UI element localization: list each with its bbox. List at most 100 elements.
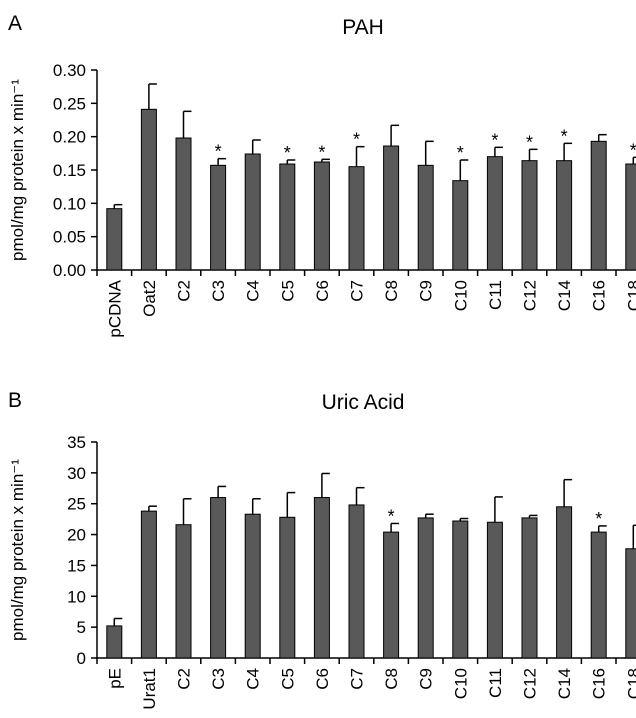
significance-marker: *	[561, 126, 568, 146]
chart-title-a: PAH	[342, 16, 384, 39]
bar	[106, 625, 123, 659]
x-tick-label: C18	[624, 280, 636, 311]
significance-marker: *	[318, 142, 325, 162]
y-tick-label: 0.15	[53, 161, 86, 180]
y-axis-label: pmol/mg protein x min⁻¹	[8, 79, 27, 261]
y-tick-label: 0.20	[53, 128, 86, 147]
x-tick-label: C11	[486, 668, 505, 698]
y-tick-label: 0	[77, 649, 86, 668]
significance-marker: *	[526, 132, 533, 152]
bar	[521, 160, 538, 271]
chart-panel-a: 0.00 0.05 0.10 0.15 0.20 0.25 0.30 pmol/mg prot…	[8, 12, 636, 338]
x-tick-label: C11	[486, 280, 505, 310]
bar	[556, 160, 573, 271]
significance-marker: *	[491, 130, 498, 150]
x-tick-label: C6	[313, 280, 332, 302]
x-tick-label: C9	[417, 668, 436, 690]
x-tick-label: C9	[417, 280, 436, 302]
x-tick-label: C7	[348, 280, 367, 302]
y-axis-label: pmol/mg protein x min⁻¹	[8, 459, 27, 641]
x-tick-label: pE	[105, 668, 124, 689]
significance-marker: *	[215, 142, 222, 162]
x-tick-label: C10	[451, 280, 470, 311]
y-tick-label: 35	[67, 433, 86, 452]
bar	[625, 548, 636, 659]
x-tick-label: C14	[555, 668, 574, 699]
x-tick-label: C10	[451, 668, 470, 699]
bar	[279, 516, 296, 659]
y-tick-label: 0.25	[53, 94, 86, 113]
bar	[313, 161, 330, 271]
x-tick-label: Urat1	[140, 668, 159, 710]
bar	[417, 164, 434, 271]
y-tick-label: 20	[67, 526, 86, 545]
bar	[140, 108, 157, 271]
x-tick-label: C8	[382, 668, 401, 690]
bar	[486, 156, 503, 271]
bar	[106, 208, 123, 271]
panel-letter-b: B	[8, 389, 23, 412]
y-tick-label: 0.10	[53, 194, 86, 213]
y-tick-label: 25	[67, 495, 86, 514]
bar	[175, 524, 192, 659]
x-tick-label: C12	[521, 280, 540, 311]
bar	[348, 166, 365, 271]
bar	[348, 504, 365, 659]
x-tick-label: C2	[175, 668, 194, 690]
bar	[452, 520, 469, 659]
x-tick-label: C8	[382, 280, 401, 302]
bar	[313, 497, 330, 659]
x-tick-label: C18	[624, 668, 636, 699]
bar	[383, 531, 400, 659]
significance-marker: *	[388, 506, 395, 526]
chart-panel-b: 0 5 10 15 20 25 30 35 pmol/mg protein x min⁻¹ pE U…	[0, 359, 636, 718]
significance-marker: *	[630, 140, 636, 160]
bar	[486, 521, 503, 659]
x-tick-label: pCDNA	[105, 279, 124, 337]
x-tick-label: Oat2	[140, 280, 159, 317]
x-tick-label: C4	[244, 668, 263, 690]
bar	[417, 517, 434, 659]
significance-marker: *	[353, 130, 360, 150]
significance-marker: *	[457, 143, 464, 163]
x-tick-label: C16	[590, 668, 609, 699]
x-tick-label: C7	[348, 668, 367, 690]
chart-b-plot: 0 5 10 15 20 25 30 35 pmol/mg protein x min⁻¹ pE U…	[8, 433, 636, 710]
bar	[140, 510, 157, 659]
y-tick-label: 30	[67, 464, 86, 483]
bar	[175, 137, 192, 271]
y-tick-label: 10	[67, 587, 86, 606]
panel-letter-a: A	[8, 12, 23, 35]
x-tick-label: C6	[313, 668, 332, 690]
bar	[590, 531, 607, 659]
x-tick-label: C2	[175, 280, 194, 302]
bar	[521, 517, 538, 659]
bar	[210, 164, 227, 271]
y-tick-label: 15	[67, 556, 86, 575]
bar	[244, 153, 261, 271]
x-tick-label: C3	[209, 668, 228, 690]
bar	[279, 163, 296, 271]
y-tick-label: 0.00	[53, 261, 86, 280]
bar	[452, 180, 469, 271]
significance-marker: *	[595, 509, 602, 529]
chart-a-plot: 0.00 0.05 0.10 0.15 0.20 0.25 0.30 pmol/mg prot…	[8, 61, 636, 338]
x-tick-label: C16	[590, 280, 609, 311]
chart-title-b: Uric Acid	[321, 391, 405, 414]
x-tick-label: C4	[244, 280, 263, 302]
x-tick-label: C14	[555, 280, 574, 311]
x-tick-label: C12	[521, 668, 540, 699]
x-tick-label: C5	[278, 280, 297, 302]
bar	[590, 140, 607, 271]
bar	[625, 163, 636, 271]
bar	[556, 506, 573, 659]
significance-marker: *	[284, 143, 291, 163]
bar	[244, 513, 261, 659]
x-tick-label: C3	[209, 280, 228, 302]
y-tick-label: 5	[77, 618, 86, 637]
bar	[210, 497, 227, 659]
bar	[383, 145, 400, 271]
y-tick-label: 0.30	[53, 61, 86, 80]
y-tick-label: 0.05	[53, 228, 86, 247]
x-tick-label: C5	[278, 668, 297, 690]
